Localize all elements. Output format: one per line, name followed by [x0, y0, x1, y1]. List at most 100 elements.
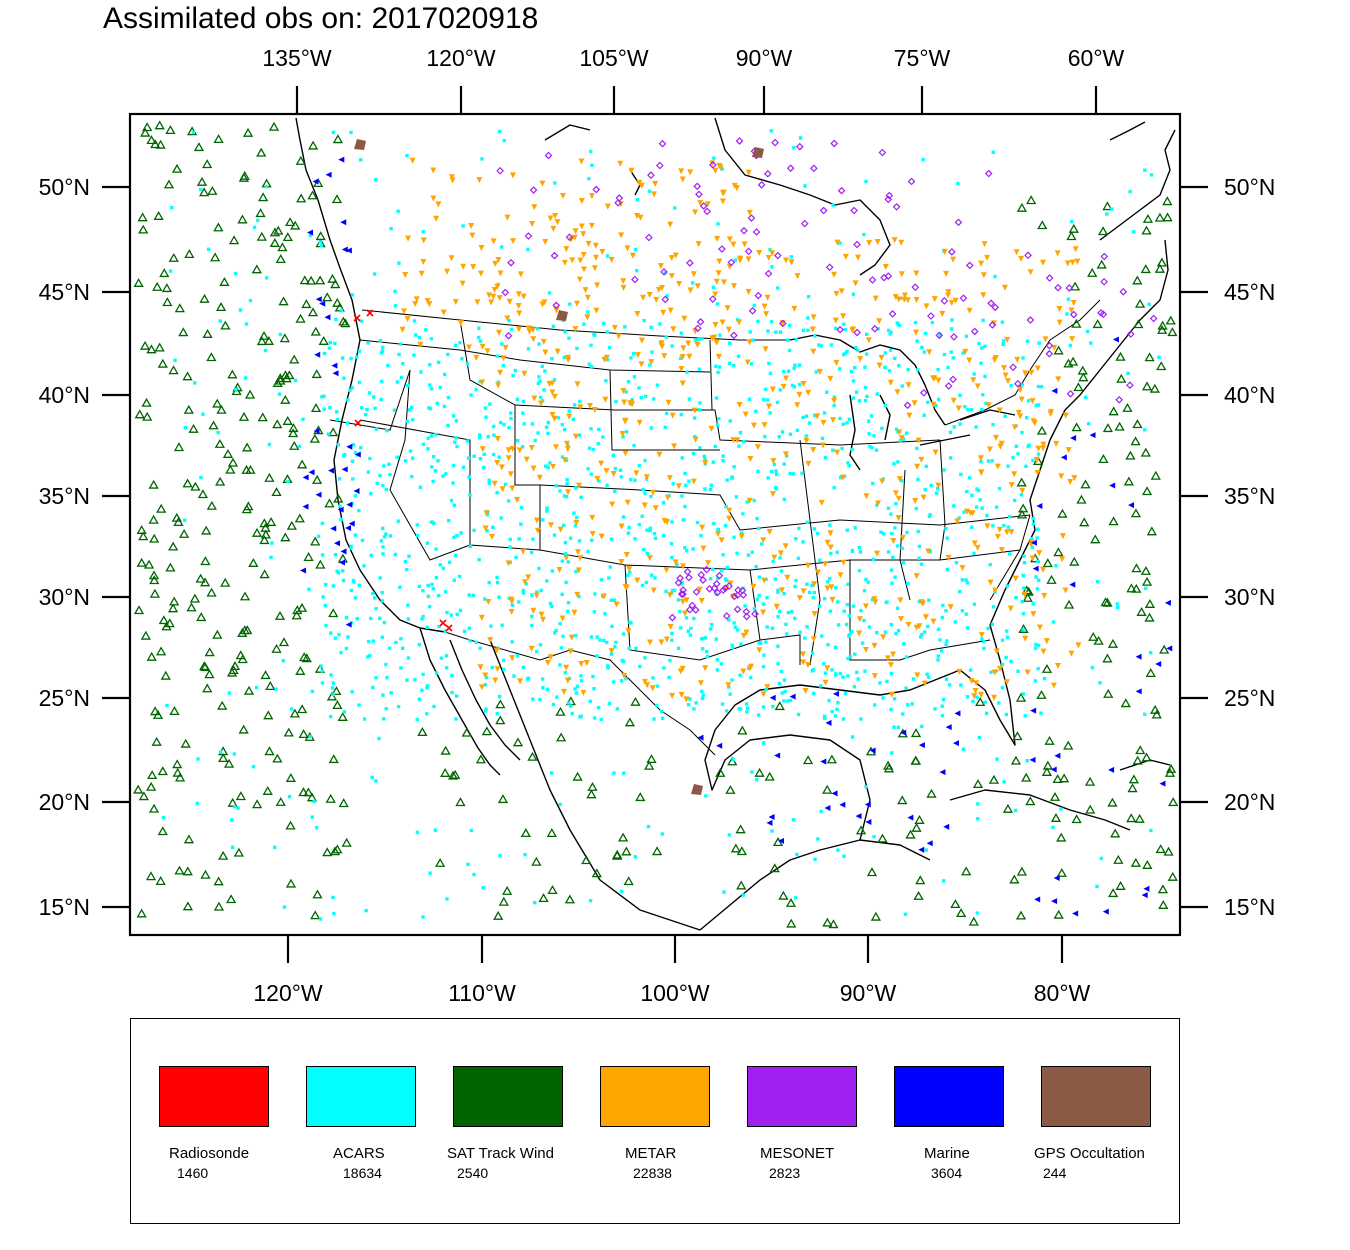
- acars-marker: [897, 364, 901, 368]
- metar-marker: [566, 413, 573, 420]
- metar-marker: [683, 696, 690, 703]
- sat-wind-marker: [1167, 871, 1178, 881]
- acars-marker: [896, 725, 901, 730]
- acars-marker: [382, 620, 387, 625]
- metar-marker: [1003, 679, 1010, 686]
- acars-marker: [628, 477, 633, 482]
- metar-marker: [572, 326, 579, 333]
- metar-marker: [762, 346, 769, 353]
- metar-marker: [640, 294, 647, 301]
- metar-marker: [573, 520, 580, 527]
- sat-wind-marker: [238, 724, 249, 734]
- marine-marker: [319, 300, 326, 307]
- metar-marker: [704, 201, 711, 208]
- acars-marker: [825, 390, 829, 394]
- sat-wind-marker: [310, 536, 321, 546]
- sat-wind-marker: [497, 794, 509, 804]
- mesonet-marker: [988, 321, 997, 329]
- metar-marker: [804, 661, 811, 668]
- acars-marker: [1009, 383, 1013, 388]
- metar-marker: [713, 339, 720, 346]
- acars-marker: [502, 658, 506, 662]
- acars-marker: [890, 751, 894, 755]
- acars-marker: [531, 697, 535, 701]
- mesonet-marker: [1126, 381, 1134, 390]
- metar-marker: [1074, 258, 1081, 265]
- sat-wind-marker: [1022, 592, 1033, 602]
- acars-marker: [823, 671, 828, 675]
- legend-count-marine: 3604: [931, 1165, 963, 1181]
- sat-wind-marker: [310, 910, 321, 920]
- mesonet-marker: [1045, 341, 1054, 350]
- left-tick-label: 20°N: [39, 789, 90, 815]
- metar-marker: [898, 435, 905, 442]
- acars-marker: [596, 705, 601, 710]
- metar-marker: [574, 549, 581, 556]
- acars-marker: [434, 671, 439, 675]
- sat-wind-marker: [961, 866, 972, 876]
- acars-marker: [703, 636, 708, 640]
- marine-marker: [346, 443, 353, 450]
- acars-marker: [804, 434, 808, 438]
- acars-marker: [509, 416, 513, 421]
- acars-marker: [712, 521, 716, 526]
- right-tick-label: 50°N: [1224, 174, 1275, 200]
- acars-marker: [1000, 638, 1005, 642]
- acars-marker: [598, 638, 602, 642]
- acars-marker: [537, 375, 541, 379]
- acars-marker: [483, 683, 488, 687]
- acars-marker: [282, 905, 287, 909]
- acars-marker: [717, 365, 722, 369]
- mesonet-marker: [836, 325, 844, 334]
- acars-marker: [481, 886, 485, 890]
- metar-marker: [973, 680, 980, 687]
- metar-marker: [685, 340, 692, 347]
- sat-wind-marker: [1096, 259, 1107, 269]
- acars-marker: [481, 465, 486, 470]
- acars-marker: [575, 515, 579, 520]
- acars-marker: [926, 624, 930, 629]
- acars-marker: [521, 591, 526, 595]
- acars-marker: [483, 406, 488, 410]
- acars-marker: [960, 578, 965, 582]
- metar-marker: [974, 544, 981, 551]
- acars-marker: [945, 567, 949, 572]
- acars-marker: [357, 583, 361, 588]
- sat-wind-marker: [178, 528, 190, 538]
- acars-marker: [813, 413, 817, 418]
- acars-marker: [841, 717, 846, 721]
- acars-marker: [274, 687, 278, 691]
- acars-marker: [621, 515, 626, 519]
- acars-marker: [425, 541, 430, 545]
- legend-count-metar: 22838: [633, 1165, 672, 1181]
- acars-marker: [286, 479, 290, 484]
- metar-marker: [1062, 587, 1069, 594]
- acars-marker: [927, 675, 931, 679]
- acars-marker: [359, 445, 363, 450]
- sat-wind-marker: [264, 472, 275, 482]
- metar-marker: [726, 507, 733, 514]
- acars-marker: [702, 454, 706, 459]
- acars-marker: [960, 609, 965, 613]
- acars-marker: [252, 225, 257, 230]
- acars-marker: [976, 488, 981, 493]
- acars-marker: [935, 487, 940, 491]
- acars-marker: [902, 642, 906, 646]
- sat-wind-marker: [244, 389, 256, 399]
- sat-wind-marker: [284, 217, 296, 227]
- sat-wind-marker: [1165, 763, 1177, 773]
- acars-marker: [807, 421, 812, 425]
- metar-marker: [754, 444, 761, 451]
- acars-marker: [614, 400, 618, 404]
- sat-wind-marker: [153, 211, 164, 220]
- marine-marker: [825, 719, 832, 726]
- acars-marker: [764, 640, 768, 644]
- metar-marker: [530, 607, 537, 614]
- acars-marker: [392, 408, 397, 412]
- sat-wind-marker: [295, 666, 306, 675]
- metar-marker: [679, 665, 686, 672]
- acars-marker: [472, 528, 476, 533]
- acars-marker: [316, 534, 321, 539]
- metar-marker: [542, 349, 549, 356]
- marine-marker: [831, 790, 838, 797]
